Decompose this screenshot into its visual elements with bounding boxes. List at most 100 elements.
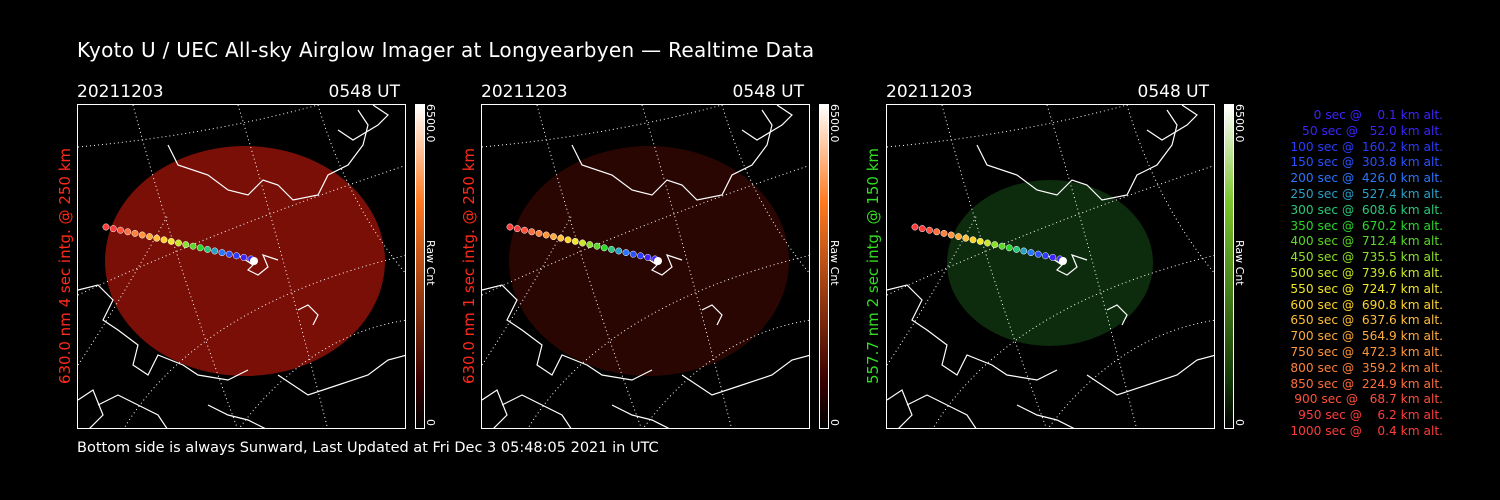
coastline	[741, 105, 793, 141]
station-marker	[250, 257, 258, 265]
panel-3-date: 20211203	[886, 82, 973, 102]
graticule-line	[237, 105, 329, 428]
page-title: Kyoto U / UEC All-sky Airglow Imager at …	[77, 38, 815, 62]
graticule-line	[123, 254, 405, 428]
coastline	[681, 354, 809, 396]
graticule-line	[527, 254, 809, 428]
trajectory-point	[506, 223, 514, 231]
coastline	[167, 109, 369, 201]
trajectory-point	[600, 244, 608, 252]
trajectory-point	[998, 242, 1006, 250]
legend-row: 400 sec @ 712.4 km alt.	[1286, 234, 1443, 249]
trajectory-point	[211, 247, 219, 255]
trajectory-point	[1049, 253, 1057, 261]
coastline	[641, 254, 683, 276]
graticule-line	[317, 105, 405, 274]
panel-3-image	[886, 104, 1215, 429]
trajectory-point	[1042, 252, 1049, 260]
graticule-line	[1046, 105, 1138, 428]
trajectory-point	[146, 233, 153, 241]
panel-3-ylabel: 557.7 nm 2 sec intg. @ 150 km	[864, 147, 882, 385]
panel-1-cbar-min: 0	[424, 419, 437, 426]
legend-row: 650 sec @ 637.6 km alt.	[1286, 313, 1443, 328]
coastline	[337, 105, 389, 141]
coastline	[207, 404, 266, 428]
panel-2-cbar-label: Raw Cnt	[828, 240, 841, 286]
graticule-line	[238, 319, 405, 428]
trajectory-point	[513, 225, 521, 233]
legend-row: 0 sec @ 0.1 km alt.	[1302, 108, 1443, 122]
legend-row: 550 sec @ 724.7 km alt.	[1286, 281, 1443, 296]
graticule-line	[1047, 319, 1214, 428]
coastline	[1016, 404, 1075, 428]
panel-2-cbar-max: 6500.0	[828, 104, 841, 143]
trajectory-point	[196, 244, 204, 252]
coastline	[237, 254, 279, 276]
legend-row: 50 sec @ 52.0 km alt.	[1294, 123, 1443, 138]
legend-row: 600 sec @ 690.8 km alt.	[1286, 297, 1443, 312]
trajectory-point	[1013, 245, 1020, 253]
trajectory-point	[102, 223, 110, 231]
legend-row: 500 sec @ 739.6 km alt.	[1286, 265, 1443, 280]
graticule-line	[1126, 105, 1214, 274]
trajectory-point	[138, 231, 146, 239]
coastline	[571, 109, 773, 201]
panel-1-ylabel: 630.0 nm 4 sec intg. @ 250 km	[56, 147, 74, 385]
coastline	[482, 284, 653, 381]
panel-2-date: 20211203	[481, 82, 568, 102]
trajectory-point	[117, 226, 124, 234]
trajectory-point	[579, 239, 586, 247]
trajectory-point	[962, 234, 970, 242]
legend-row: 750 sec @ 472.3 km alt.	[1286, 344, 1443, 359]
panel-1-cbar-max: 6500.0	[424, 104, 437, 143]
coastline	[482, 389, 508, 428]
trajectory-point	[153, 234, 161, 242]
panel-1-date: 20211203	[77, 82, 164, 102]
legend-row: 700 sec @ 564.9 km alt.	[1286, 329, 1443, 344]
trajectory-point	[535, 229, 543, 237]
panel-1-time: 0548 UT	[328, 82, 401, 102]
trajectory-point	[629, 250, 637, 258]
legend-row: 100 sec @ 160.2 km alt.	[1286, 139, 1443, 154]
coastline	[906, 394, 977, 428]
coastline	[1106, 304, 1128, 326]
legend-row: 1000 sec @ 0.4 km alt.	[1290, 423, 1443, 438]
coastline	[297, 304, 319, 326]
graticule-line	[78, 165, 405, 296]
trajectory-point	[167, 237, 175, 245]
trajectory-point	[976, 237, 984, 245]
trajectory-point	[571, 237, 579, 245]
trajectory-point	[189, 242, 197, 250]
coastline	[976, 109, 1178, 201]
trajectory-point	[637, 252, 644, 260]
legend-row: 800 sec @ 359.2 km alt.	[1286, 360, 1443, 375]
trajectory-point	[586, 241, 594, 249]
trajectory-point	[1034, 250, 1042, 258]
graticule-line	[642, 319, 809, 428]
altitude-legend: 0 sec @ 0.1 km alt. 50 sec @ 52.0 km alt…	[1223, 108, 1443, 440]
trajectory-point	[955, 233, 962, 241]
trajectory-point	[1020, 247, 1028, 255]
panel-1-image	[77, 104, 406, 429]
coastline	[611, 404, 670, 428]
airglow-image-svg	[887, 105, 1214, 428]
graticule-line	[887, 165, 1214, 296]
legend-row: 200 sec @ 426.0 km alt.	[1286, 171, 1443, 186]
trajectory-point	[550, 233, 557, 241]
trajectory-point	[933, 228, 941, 236]
trajectory-point	[1005, 244, 1013, 252]
trajectory-point	[644, 253, 652, 261]
legend-row: 250 sec @ 527.4 km alt.	[1286, 186, 1443, 201]
coastline	[78, 284, 249, 381]
coastline	[701, 304, 723, 326]
trajectory-point	[528, 228, 536, 236]
panel-3-time: 0548 UT	[1137, 82, 1210, 102]
trajectory-point	[564, 236, 572, 244]
coastline	[887, 284, 1058, 381]
panel-1-cbar-label: Raw Cnt	[424, 240, 437, 286]
trajectory-point	[225, 250, 233, 258]
station-marker	[1059, 257, 1067, 265]
airglow-image-svg	[78, 105, 405, 428]
graticule-line	[932, 254, 1214, 428]
airglow-image-svg	[482, 105, 809, 428]
